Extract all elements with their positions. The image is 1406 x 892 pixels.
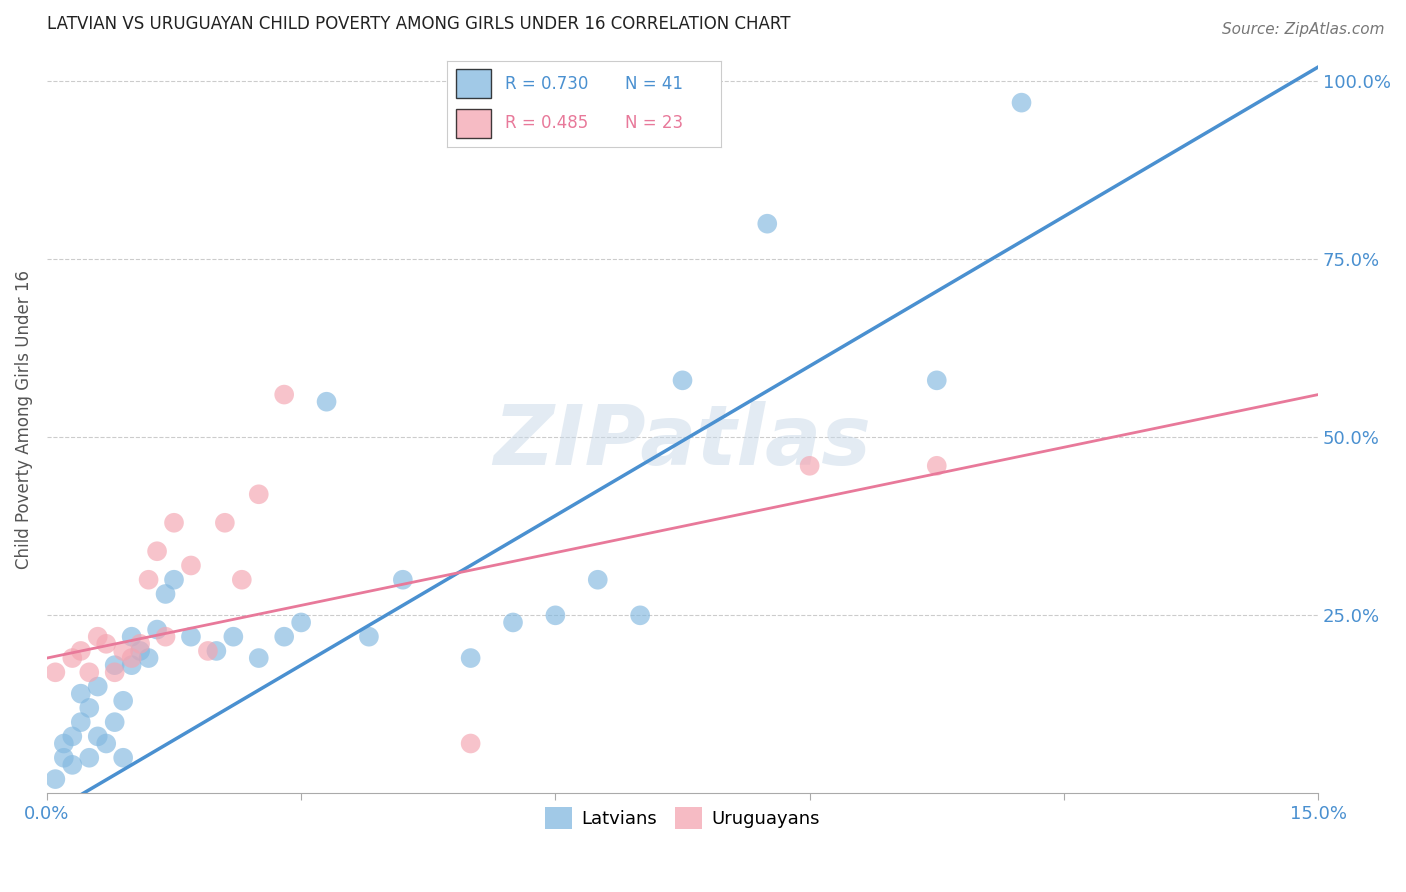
Point	[96, 637, 118, 651]
Point	[60, 730, 83, 744]
Point	[799, 458, 821, 473]
Point	[460, 737, 482, 751]
Point	[104, 665, 127, 680]
Point	[544, 608, 567, 623]
Point	[392, 573, 415, 587]
Point	[1011, 95, 1033, 110]
Text: Source: ZipAtlas.com: Source: ZipAtlas.com	[1222, 22, 1385, 37]
Point	[197, 644, 219, 658]
Text: ZIPatlas: ZIPatlas	[494, 401, 872, 483]
Point	[231, 573, 253, 587]
Point	[112, 750, 135, 764]
Text: LATVIAN VS URUGUAYAN CHILD POVERTY AMONG GIRLS UNDER 16 CORRELATION CHART: LATVIAN VS URUGUAYAN CHILD POVERTY AMONG…	[46, 15, 790, 33]
Point	[756, 217, 779, 231]
Point	[129, 637, 152, 651]
Point	[77, 701, 100, 715]
Point	[121, 630, 143, 644]
Point	[628, 608, 651, 623]
Point	[138, 651, 160, 665]
Point	[205, 644, 228, 658]
Point	[44, 665, 66, 680]
Point	[69, 715, 91, 730]
Point	[104, 715, 127, 730]
Point	[77, 665, 100, 680]
Point	[214, 516, 236, 530]
Point	[129, 644, 152, 658]
Point	[77, 750, 100, 764]
Point	[121, 651, 143, 665]
Point	[925, 458, 948, 473]
Point	[112, 644, 135, 658]
Point	[586, 573, 609, 587]
Point	[290, 615, 312, 630]
Point	[502, 615, 524, 630]
Point	[155, 587, 177, 601]
Point	[671, 373, 693, 387]
Point	[96, 737, 118, 751]
Point	[247, 487, 270, 501]
Point	[104, 658, 127, 673]
Point	[87, 680, 110, 694]
Legend: Latvians, Uruguayans: Latvians, Uruguayans	[538, 800, 827, 837]
Point	[222, 630, 245, 644]
Point	[87, 630, 110, 644]
Point	[163, 573, 186, 587]
Point	[247, 651, 270, 665]
Point	[315, 394, 337, 409]
Point	[60, 651, 83, 665]
Point	[146, 623, 169, 637]
Point	[121, 658, 143, 673]
Point	[273, 630, 295, 644]
Point	[180, 558, 202, 573]
Point	[69, 687, 91, 701]
Point	[163, 516, 186, 530]
Point	[155, 630, 177, 644]
Point	[273, 387, 295, 401]
Point	[69, 644, 91, 658]
Point	[357, 630, 380, 644]
Point	[146, 544, 169, 558]
Point	[44, 772, 66, 786]
Point	[52, 737, 75, 751]
Point	[138, 573, 160, 587]
Point	[52, 750, 75, 764]
Point	[87, 730, 110, 744]
Point	[112, 694, 135, 708]
Y-axis label: Child Poverty Among Girls Under 16: Child Poverty Among Girls Under 16	[15, 270, 32, 569]
Point	[60, 757, 83, 772]
Point	[180, 630, 202, 644]
Point	[460, 651, 482, 665]
Point	[925, 373, 948, 387]
